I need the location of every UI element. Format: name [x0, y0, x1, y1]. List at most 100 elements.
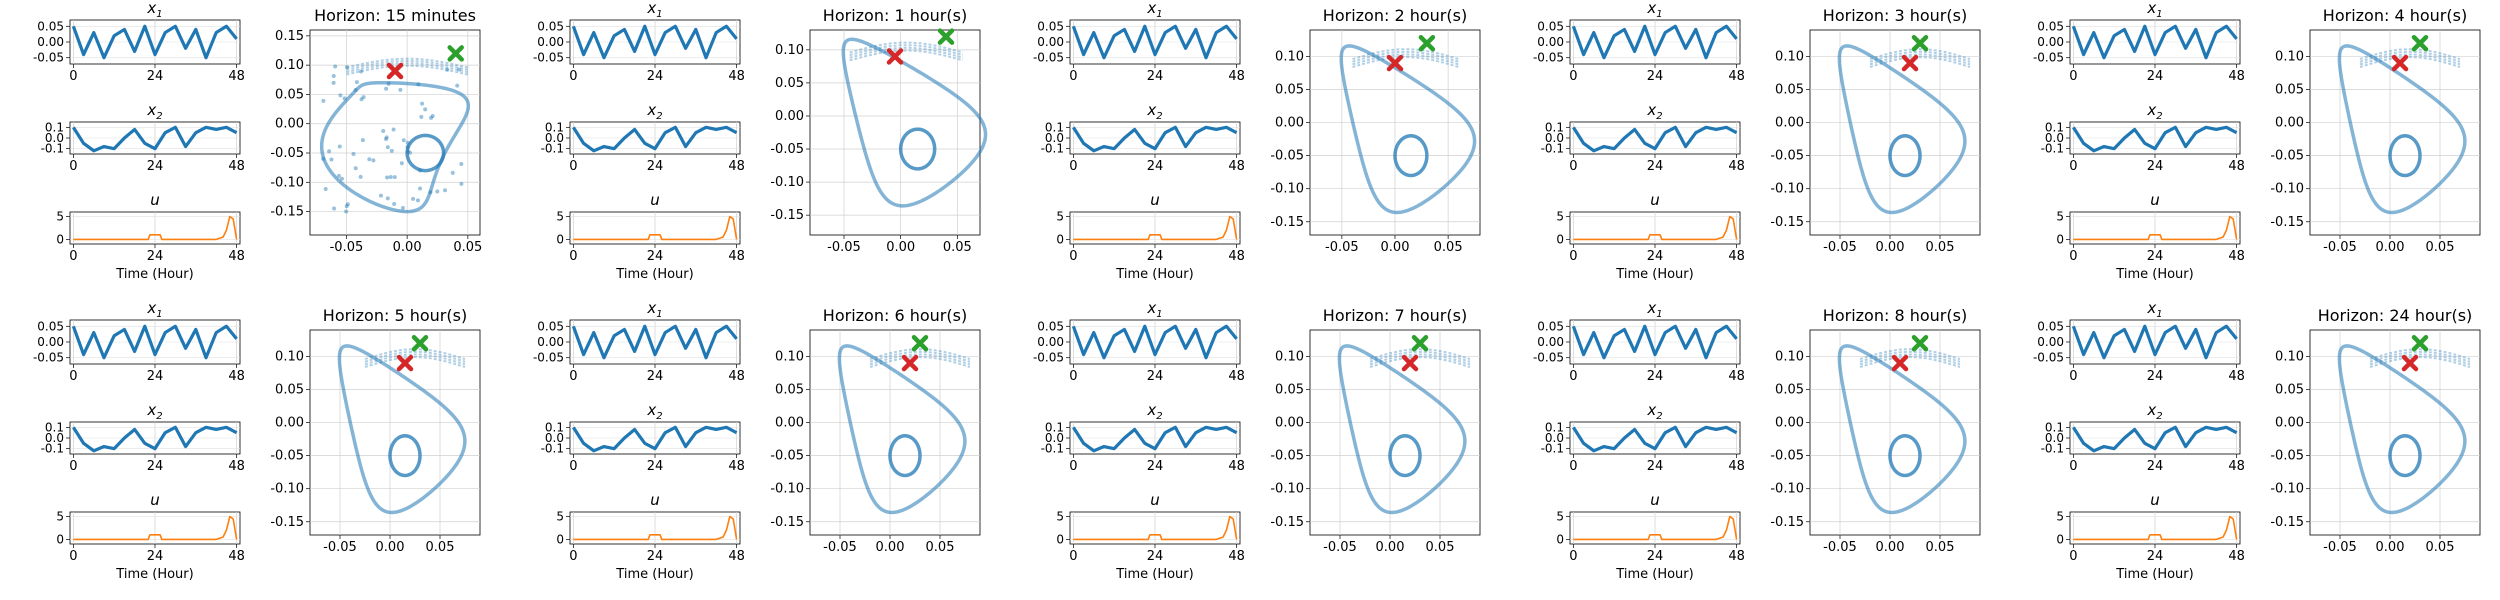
phase-xtick-label: -0.05: [1325, 240, 1359, 255]
phase-ytick-label: 0.05: [275, 87, 304, 102]
red-x-marker: [2401, 354, 2419, 372]
phase-frame: [309, 329, 481, 536]
phase-ytick-label: 0.05: [1275, 83, 1304, 98]
red-x-marker: [396, 354, 414, 372]
trajectory-point: [323, 186, 328, 191]
x2-ytick-label: -0.1: [1541, 442, 1564, 456]
phase-title: Horizon: 4 hour(s): [2323, 6, 2467, 25]
x1-line: [1071, 24, 1238, 60]
x1-xtick-label: 24: [647, 69, 664, 84]
trajectory-point: [411, 196, 416, 201]
trajectory-point: [360, 138, 365, 143]
x1-xtick-label: 0: [569, 69, 577, 84]
phase-xtick-label: 0.05: [1926, 540, 1955, 555]
x2-xtick-label: 0: [1569, 159, 1577, 174]
trajectory-fan: [1859, 348, 1961, 361]
x2-ytick-label: 0.0: [1545, 131, 1564, 145]
phase-ytick-label: -0.05: [270, 449, 304, 464]
time-xlabel: Time (Hour): [615, 567, 693, 582]
phase-ytick-label: 0.05: [2275, 383, 2304, 398]
trajectory-point: [358, 174, 363, 179]
x1-title: x1: [146, 299, 162, 320]
x1-ytick-label: -0.05: [533, 351, 564, 365]
phase-xtick-label: 0.00: [1876, 540, 1905, 555]
trajectory-point: [339, 176, 344, 181]
x2-ytick-label: -0.1: [1541, 142, 1564, 156]
x1-xtick-label: 48: [1728, 69, 1745, 84]
trajectory-point: [332, 206, 337, 211]
x1-xtick-label: 48: [2228, 369, 2245, 384]
trajectory-fan: [1369, 353, 1471, 366]
trajectory-fan: [1352, 50, 1460, 63]
u-line: [73, 515, 238, 541]
u-line: [573, 215, 738, 241]
trajectory-point: [384, 136, 389, 141]
green-x-marker: [911, 334, 929, 352]
trajectory-point: [353, 166, 358, 171]
u-line: [573, 515, 738, 541]
x1-line: [1571, 324, 1738, 360]
trajectory-point: [415, 198, 420, 203]
phase-xtick-label: 0.05: [453, 240, 482, 255]
trajectory-point: [416, 82, 421, 87]
x1-ytick-label: -0.05: [1533, 51, 1564, 65]
x1-xtick-label: 24: [147, 369, 164, 384]
x1-ytick-label: -0.05: [2033, 351, 2064, 365]
phase-ytick-label: -0.05: [2270, 449, 2304, 464]
time-xlabel: Time (Hour): [2115, 267, 2193, 282]
trajectory-point: [443, 188, 448, 193]
trajectory-point: [391, 127, 396, 132]
phase-frame: [2309, 329, 2481, 536]
x1-ytick-label: 0.00: [2037, 35, 2064, 49]
u-title: u: [1150, 491, 1160, 509]
red-x-marker: [886, 48, 904, 65]
u-xtick-label: 24: [647, 249, 664, 264]
trajectory-inner-loop: [1388, 434, 1422, 478]
trajectory-fan: [1352, 48, 1460, 61]
phase-title: Horizon: 24 hour(s): [2318, 306, 2473, 325]
x2-ytick-label: -0.1: [1041, 142, 1064, 156]
x1-ytick-label: 0.05: [2037, 319, 2064, 333]
trajectory-line: [837, 344, 967, 515]
phase-panel: -0.05 0.00 0.05 0.10 0.05 0.00 -0.05 -0.10 -0.15…: [1770, 306, 1981, 555]
x2-xtick-label: 0: [1069, 159, 1077, 174]
phase-ytick-label: -0.10: [770, 175, 804, 190]
x2-xtick-label: 24: [1147, 459, 1164, 474]
x1-xtick-label: 24: [1147, 69, 1164, 84]
trajectory-point: [435, 189, 440, 194]
trajectory-point: [371, 158, 376, 163]
trajectory-fan: [1869, 53, 1971, 66]
trajectory-fan: [1369, 350, 1471, 363]
phase-xtick-label: -0.05: [1823, 540, 1857, 555]
x2-line: [572, 125, 738, 153]
trajectory-point: [406, 149, 411, 154]
trajectory-point: [455, 83, 460, 88]
phase-ytick-label: 0.00: [275, 416, 304, 431]
trajectory-fan: [869, 353, 971, 366]
phase-ytick-label: -0.10: [2270, 182, 2304, 197]
trajectory-point: [359, 97, 364, 102]
x2-xtick-label: 24: [2147, 159, 2164, 174]
trajectory-fan: [849, 46, 964, 59]
red-x-marker: [1891, 354, 1909, 372]
phase-ytick-label: -0.15: [770, 515, 804, 530]
small-panels: 0 24 48 0.05 0.00 -0.05 x1 0 24 48 0.10.0-0.1 x2 0 24…: [1533, 299, 1745, 582]
phase-ytick-label: -0.05: [1270, 149, 1304, 164]
x1-ytick-label: 0.00: [1037, 335, 1064, 349]
trajectory-line: [841, 37, 988, 208]
trajectory-point: [321, 156, 326, 161]
phase-xtick-label: 0.05: [2426, 240, 2455, 255]
trajectory-point: [321, 98, 326, 103]
x1-ytick-label: 0.05: [1537, 319, 1564, 333]
trajectory-point: [338, 93, 343, 98]
x1-ytick-label: -0.05: [33, 51, 64, 65]
time-xlabel: Time (Hour): [1615, 267, 1693, 282]
trajectory-fan: [849, 41, 964, 54]
u-xtick-label: 24: [2147, 249, 2164, 264]
phase-xtick-label: 0.05: [926, 540, 955, 555]
x1-xtick-label: 0: [569, 369, 577, 384]
u-xtick-label: 0: [1069, 249, 1077, 264]
trajectory-point: [392, 175, 397, 180]
u-xtick-label: 48: [2228, 549, 2245, 564]
phase-frame: [809, 329, 981, 536]
